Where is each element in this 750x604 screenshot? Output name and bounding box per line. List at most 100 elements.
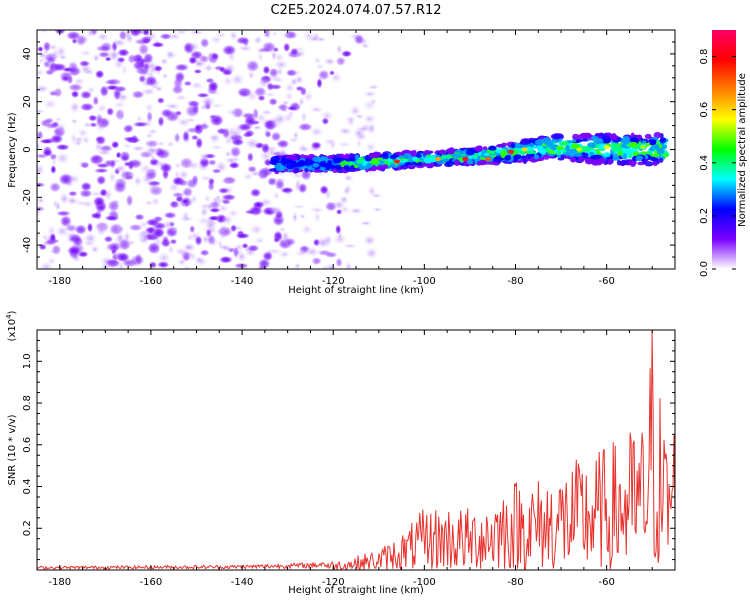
noise-blob <box>37 182 46 188</box>
noise-blob <box>289 47 299 56</box>
spectrogram-x-tick-label: -60 <box>598 276 614 287</box>
ridge-blob <box>283 159 293 163</box>
noise-blob <box>189 225 196 234</box>
ridge-blob <box>581 138 588 142</box>
ridge-blob <box>500 152 506 159</box>
noise-blob <box>118 150 131 158</box>
spectrogram-x-tick-label: -100 <box>413 276 436 287</box>
ridge-blob <box>635 155 644 162</box>
noise-blob <box>149 154 157 162</box>
ridge-blob <box>286 163 294 170</box>
ridge-blob <box>326 161 332 167</box>
noise-blob <box>79 102 95 112</box>
noise-blob <box>95 174 107 186</box>
noise-blob <box>67 190 78 197</box>
noise-blob <box>122 136 138 142</box>
noise-blob <box>37 163 46 176</box>
ridge-peak <box>485 157 492 162</box>
noise-blob <box>363 113 376 124</box>
ridge-blob <box>570 158 576 163</box>
ridge-peak <box>462 157 469 162</box>
noise-blob <box>220 193 237 201</box>
ridge-blob <box>572 133 580 140</box>
ridge-blob <box>609 134 619 141</box>
noise-blob <box>143 101 155 113</box>
ridge-blob <box>408 164 414 169</box>
noise-blob <box>138 163 154 175</box>
noise-blob <box>96 102 108 114</box>
ridge-blob <box>489 150 495 155</box>
noise-blob <box>244 129 255 138</box>
noise-blob <box>128 223 143 232</box>
noise-blob <box>268 67 279 78</box>
ridge-peak <box>576 147 583 152</box>
noise-blob <box>300 223 314 236</box>
noise-blob <box>80 200 95 208</box>
noise-blob <box>90 245 100 254</box>
ridge-blob <box>513 155 519 161</box>
noise-blob <box>210 52 220 61</box>
noise-blob <box>309 106 324 114</box>
noise-blob <box>156 141 166 147</box>
noise-blob <box>233 262 250 269</box>
noise-blob <box>367 84 380 90</box>
noise-blob <box>235 36 250 45</box>
ridge-blob <box>552 133 562 140</box>
ridge-blob <box>649 147 655 152</box>
noise-blob <box>167 244 175 255</box>
ridge-blob <box>537 147 545 153</box>
noise-blob <box>299 86 308 97</box>
noise-blob <box>363 234 376 247</box>
noise-blob <box>164 102 181 110</box>
noise-blob <box>270 131 282 142</box>
noise-blob <box>257 168 268 181</box>
spectrogram-x-ticks: -180 -160 -140 -120 -100 -80 -60 <box>36 30 676 287</box>
noise-blob <box>245 59 260 73</box>
noise-blob <box>282 42 291 53</box>
noise-blob <box>115 225 125 234</box>
spectrogram-panel: -180 -160 -140 -120 -100 -80 -60 -40 -20 0 20 40 H… <box>7 29 676 296</box>
noise-blob <box>173 132 181 144</box>
noise-blob <box>216 127 228 135</box>
snr-series <box>37 330 675 570</box>
noise-blob <box>344 183 353 196</box>
noise-blob <box>296 145 312 154</box>
noise-blob <box>151 227 166 239</box>
noise-blob <box>37 108 46 115</box>
noise-blob <box>221 75 234 87</box>
noise-blob <box>321 117 330 126</box>
ridge-blob <box>400 164 409 170</box>
noise-blob <box>319 184 329 195</box>
ridge-blob <box>653 131 662 139</box>
ridge-blob <box>495 148 502 154</box>
ridge-blob <box>298 159 305 167</box>
noise-blob <box>252 200 266 209</box>
snr-y-label: SNR (10 * v/v) <box>7 414 18 485</box>
noise-blob <box>137 42 150 56</box>
ridge-blob <box>412 156 418 162</box>
snr-x-tick-label: -140 <box>231 577 254 588</box>
snr-y-tick-label: 0.4 <box>22 479 33 495</box>
noise-blob <box>208 200 221 210</box>
ridge-blob <box>403 152 412 160</box>
noise-blob <box>366 122 377 136</box>
noise-blob <box>223 157 240 163</box>
noise-blob <box>163 211 177 219</box>
ridge-blob <box>482 146 488 151</box>
noise-blob <box>95 162 110 169</box>
noise-blob <box>47 257 56 266</box>
noise-blob <box>321 264 329 269</box>
ridge-blob <box>652 144 660 150</box>
noise-blob <box>119 169 136 181</box>
ridge-blob <box>414 153 422 158</box>
ridge-blob <box>650 154 660 158</box>
ridge-blob <box>343 165 350 170</box>
ridge-blob <box>495 158 502 164</box>
noise-blob <box>104 215 120 222</box>
noise-blob <box>49 153 58 161</box>
ridge-blob <box>663 153 668 158</box>
snr-x-label: Height of straight line (km) <box>288 585 424 596</box>
ridge-blob <box>608 158 613 165</box>
noise-blob <box>240 111 256 117</box>
noise-blob <box>221 214 234 226</box>
